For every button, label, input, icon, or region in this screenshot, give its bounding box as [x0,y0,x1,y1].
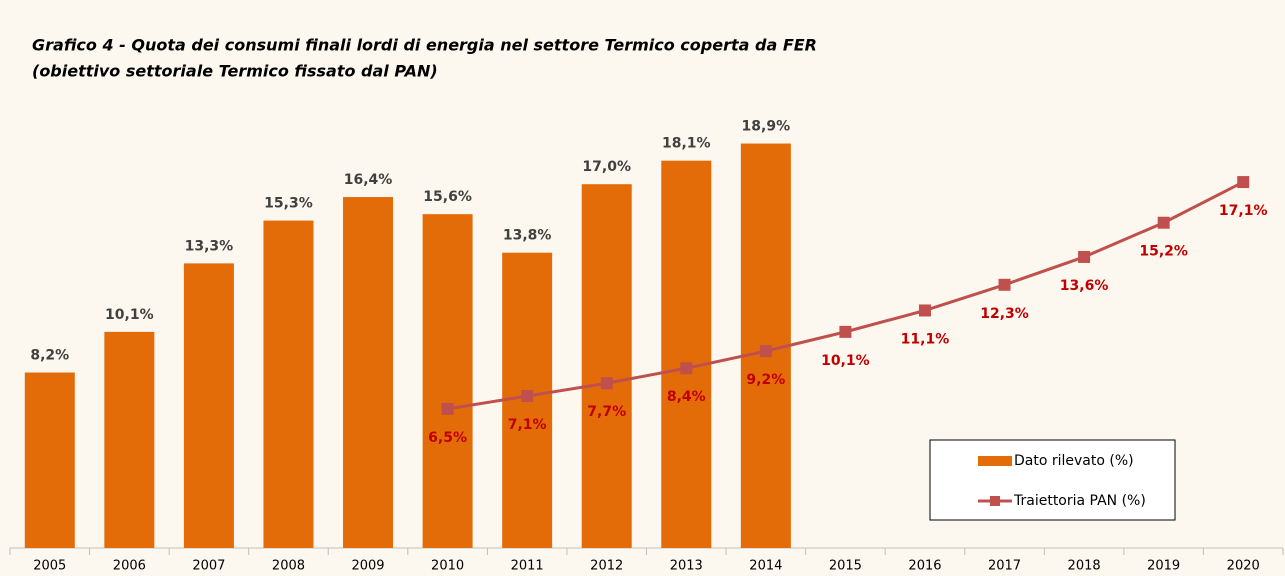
marker [839,325,852,338]
bar-label: 8,2% [30,348,69,364]
chart-subtitle: (obiettivo settoriale Termico fissato da… [32,62,438,81]
marker [759,345,772,358]
line-label: 6,5% [428,430,467,446]
bar-label: 16,4% [344,172,393,188]
line-label: 7,7% [587,404,626,420]
bar [422,214,473,548]
line-label: 8,4% [667,389,706,405]
bar-label: 15,6% [423,189,472,205]
marker [1237,176,1250,189]
line-label: 7,1% [508,417,547,433]
legend-marker [990,496,1000,506]
x-tick-label: 2011 [511,559,544,574]
bar-label: 13,3% [185,238,234,254]
x-tick-label: 2019 [1147,559,1180,574]
bar-label: 15,3% [264,196,313,212]
line-label: 13,6% [1060,278,1109,294]
x-tick-label: 2016 [908,559,941,574]
line-label: 10,1% [821,353,870,369]
legend-label: Traiettoria PAN (%) [1013,493,1146,509]
bar [104,331,155,548]
x-tick-label: 2020 [1227,559,1260,574]
x-tick-label: 2014 [749,559,782,574]
bar [581,184,632,548]
bar-label: 10,1% [105,307,154,323]
line-label: 15,2% [1139,244,1188,260]
x-tick-label: 2013 [670,559,703,574]
line-label: 9,2% [746,372,785,388]
x-tick-label: 2005 [33,559,66,574]
marker [1157,216,1170,229]
line-label: 12,3% [980,306,1029,322]
legend-box [929,439,1176,521]
marker [918,304,931,317]
bar [24,372,75,548]
legend-label: Dato rilevato (%) [1014,453,1134,469]
x-tick-label: 2015 [829,559,862,574]
bar-label: 17,0% [582,159,631,175]
marker [441,402,454,415]
legend-swatch [978,456,1012,466]
marker [1078,250,1091,263]
line-label: 11,1% [901,331,950,347]
line-label: 17,1% [1219,203,1268,219]
bar [263,220,314,548]
x-tick-label: 2006 [113,559,146,574]
x-tick-label: 2017 [988,559,1021,574]
bar [343,197,394,549]
chart-title: Grafico 4 - Quota dei consumi finali lor… [32,36,817,55]
marker [521,390,534,403]
x-tick-label: 2008 [272,559,305,574]
x-tick-label: 2010 [431,559,464,574]
bar [661,160,712,548]
marker [680,362,693,375]
bar-label: 18,1% [662,136,711,152]
marker [998,278,1011,291]
x-tick-label: 2007 [192,559,225,574]
x-tick-label: 2009 [351,559,384,574]
x-tick-label: 2018 [1068,559,1101,574]
marker [600,377,613,390]
x-tick-label: 2012 [590,559,623,574]
bar-label: 18,9% [742,119,791,135]
bar-label: 13,8% [503,228,552,244]
bar [183,263,234,548]
